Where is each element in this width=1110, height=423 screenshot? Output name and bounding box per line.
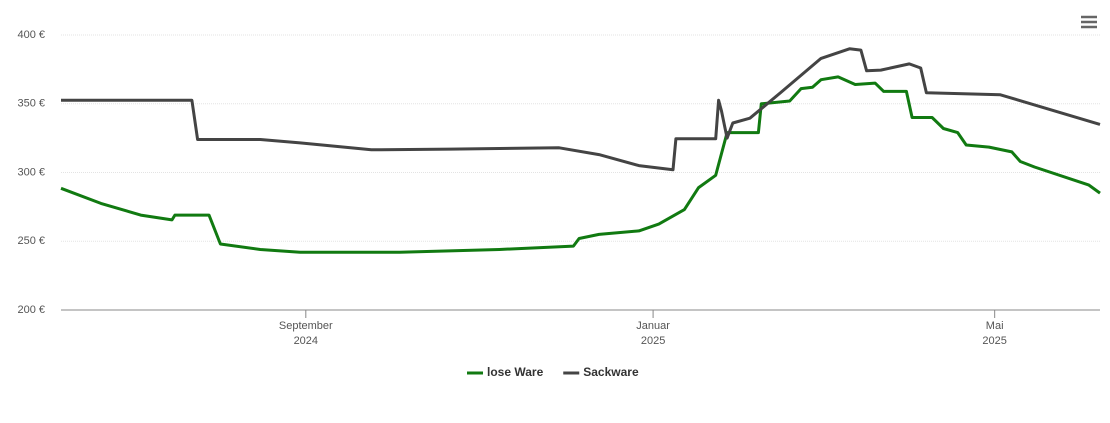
x-tick-label: Mai [986,320,1004,332]
series-line [61,47,1101,172]
x-tick-label: September [279,320,333,332]
y-tick-label: 300 € [17,166,45,178]
x-tick-label: 2025 [641,335,665,347]
legend-item[interactable]: lose Ware [467,365,544,379]
y-tick-label: 350 € [17,98,45,110]
legend-label: lose Ware [487,365,544,379]
x-tick-label: 2024 [294,335,318,347]
legend-label: Sackware [583,365,639,379]
y-tick-label: 250 € [17,235,45,247]
x-tick-label: Januar [636,320,670,332]
legend-item[interactable]: Sackware [563,365,639,379]
y-tick-label: 200 € [17,304,45,316]
x-tick-label: 2025 [982,335,1006,347]
legend: lose Ware Sackware [467,365,639,379]
menu-button[interactable] [1080,15,1098,31]
series-line [60,75,1101,254]
y-tick-label: 400 € [17,29,45,41]
